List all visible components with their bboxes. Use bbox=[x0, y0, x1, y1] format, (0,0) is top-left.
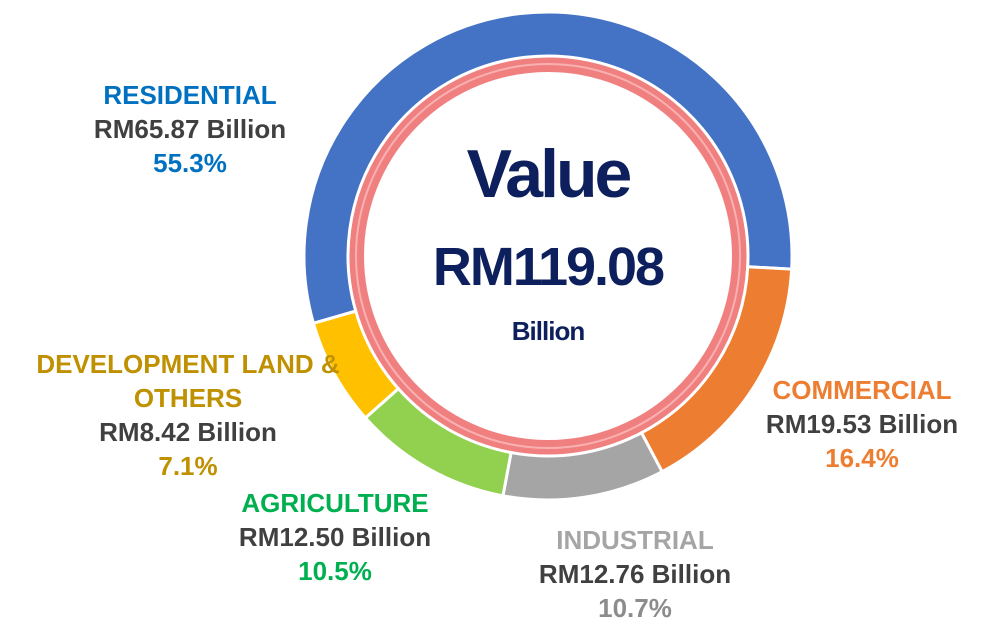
percent-label: 55.3% bbox=[153, 148, 227, 178]
amount-label: RM65.87 Billion bbox=[93, 114, 287, 144]
amount-label: RM8.42 Billion bbox=[99, 417, 277, 447]
amount-label: RM12.50 Billion bbox=[238, 522, 432, 552]
category-label: AGRICULTURE bbox=[241, 488, 429, 518]
segment-label: DEVELOPMENT LAND & OTHERS RM8.42 Billion 7… bbox=[13, 347, 363, 483]
percent-label: 10.5% bbox=[298, 556, 372, 586]
percent-label: 10.7% bbox=[598, 593, 672, 623]
category-label: DEVELOPMENT LAND & OTHERS bbox=[36, 349, 340, 413]
category-label: RESIDENTIAL bbox=[103, 80, 277, 110]
category-label: INDUSTRIAL bbox=[556, 525, 714, 555]
center-value: RM119.08 bbox=[432, 237, 665, 297]
amount-label: RM19.53 Billion bbox=[765, 409, 959, 439]
center-title: Value bbox=[466, 136, 633, 212]
category-label: COMMERCIAL bbox=[772, 375, 952, 405]
segment-label: INDUSTRIAL RM12.76 Billion 10.7% bbox=[539, 523, 731, 625]
segment-label: RESIDENTIAL RM65.87 Billion 55.3% bbox=[94, 78, 286, 180]
donut-segment bbox=[302, 10, 794, 326]
amount-label: RM12.76 Billion bbox=[538, 559, 732, 589]
percent-label: 7.1% bbox=[158, 451, 218, 481]
percent-label: 16.4% bbox=[825, 443, 899, 473]
segment-label: AGRICULTURE RM12.50 Billion 10.5% bbox=[239, 486, 431, 588]
segment-label: COMMERCIAL RM19.53 Billion 16.4% bbox=[766, 373, 958, 475]
center-unit: Billion bbox=[511, 316, 585, 346]
inner-ring-highlight bbox=[355, 63, 741, 449]
donut-segment bbox=[311, 309, 401, 420]
